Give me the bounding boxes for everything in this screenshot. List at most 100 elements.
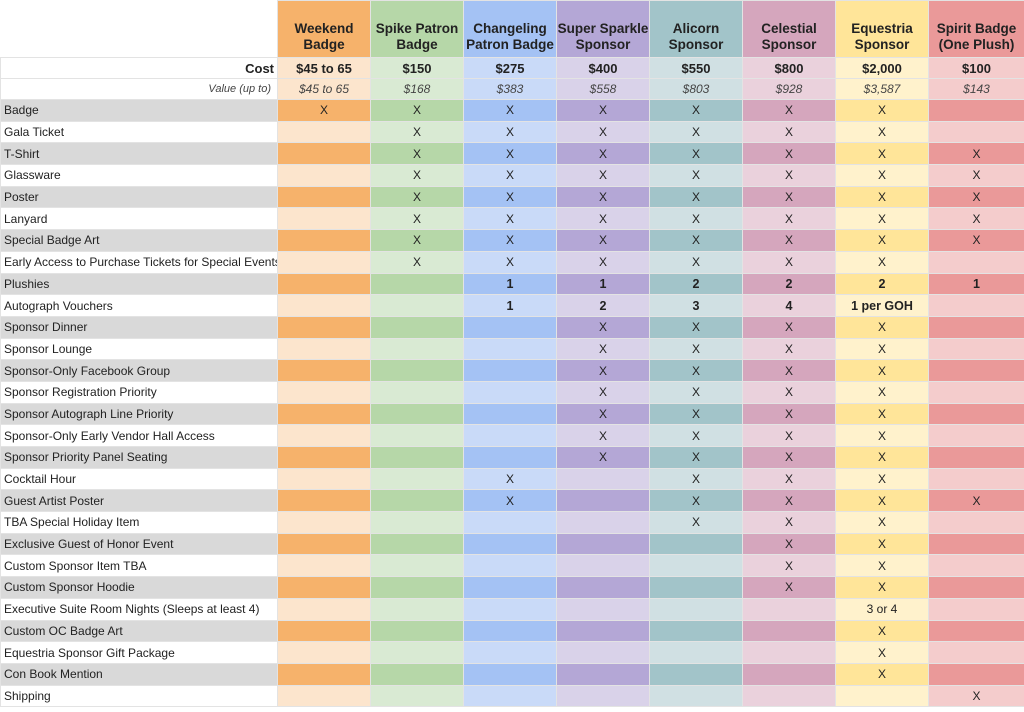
cell-super-sparkle-sponsor (556, 576, 650, 599)
cell-celestial-sponsor: X (742, 446, 836, 469)
feature-row-sponsor-registration-priority: Sponsor Registration Priority X X X X (0, 380, 1024, 404)
feature-label: Con Book Mention (0, 662, 278, 686)
cell-weekend-badge (277, 294, 371, 317)
cell-spike-patron-badge: X (370, 120, 464, 144)
feature-row-cocktail-hour: Cocktail Hour X X X X (0, 467, 1024, 491)
cell-spike-patron-badge (370, 380, 464, 404)
cell-changeling-patron-badge: X (463, 489, 557, 513)
feature-row-early-access-to-purchase-tickets-for-special-events: Early Access to Purchase Tickets for Spe… (0, 250, 1024, 274)
cell-weekend-badge (277, 207, 371, 231)
value-weekend-badge: $45 to 65 (277, 78, 371, 100)
cell-celestial-sponsor: 4 (742, 294, 836, 317)
cell-alicorn-sponsor: X (649, 250, 743, 274)
tier-header-spirit-badge-one-plush: Spirit Badge (One Plush) (928, 0, 1024, 58)
feature-row-glassware: Glassware X X X X X X X (0, 164, 1024, 187)
cell-spirit-badge-one-plush (928, 359, 1024, 382)
tier-header-spike-patron-badge: Spike Patron Badge (370, 0, 464, 58)
feature-row-tba-special-holiday-item: TBA Special Holiday Item X X X (0, 511, 1024, 534)
cell-changeling-patron-badge: X (463, 467, 557, 491)
cell-celestial-sponsor: X (742, 554, 836, 578)
cell-equestria-sponsor: X (835, 380, 929, 404)
cell-celestial-sponsor: X (742, 142, 836, 166)
value-equestria-sponsor: $3,587 (835, 78, 929, 100)
cell-super-sparkle-sponsor: X (556, 142, 650, 166)
cell-super-sparkle-sponsor: X (556, 185, 650, 209)
tier-header-alicorn-sponsor: Alicorn Sponsor (649, 0, 743, 58)
cell-alicorn-sponsor: 3 (649, 294, 743, 317)
cell-super-sparkle-sponsor (556, 532, 650, 556)
feature-row-custom-oc-badge-art: Custom OC Badge Art X (0, 619, 1024, 643)
cell-changeling-patron-badge: X (463, 99, 557, 122)
cell-spike-patron-badge: X (370, 164, 464, 187)
cell-celestial-sponsor (742, 597, 836, 621)
cell-equestria-sponsor: 2 (835, 272, 929, 296)
cell-spirit-badge-one-plush (928, 402, 1024, 426)
cell-spike-patron-badge (370, 597, 464, 621)
cell-celestial-sponsor: X (742, 467, 836, 491)
cell-super-sparkle-sponsor: X (556, 315, 650, 339)
cell-spirit-badge-one-plush (928, 337, 1024, 361)
cost-weekend-badge: $45 to 65 (277, 57, 371, 79)
feature-label: Poster (0, 185, 278, 209)
cell-celestial-sponsor: X (742, 185, 836, 209)
cell-celestial-sponsor: X (742, 402, 836, 426)
cell-celestial-sponsor: X (742, 207, 836, 231)
feature-row-equestria-sponsor-gift-package: Equestria Sponsor Gift Package X (0, 641, 1024, 664)
cell-changeling-patron-badge (463, 337, 557, 361)
cell-weekend-badge (277, 315, 371, 339)
cell-equestria-sponsor: X (835, 142, 929, 166)
cell-changeling-patron-badge: X (463, 142, 557, 166)
cost-equestria-sponsor: $2,000 (835, 57, 929, 79)
cell-changeling-patron-badge (463, 641, 557, 664)
cell-spirit-badge-one-plush: X (928, 207, 1024, 231)
cell-super-sparkle-sponsor (556, 554, 650, 578)
feature-label: Gala Ticket (0, 120, 278, 144)
cell-weekend-badge (277, 467, 371, 491)
cell-equestria-sponsor: X (835, 315, 929, 339)
cell-weekend-badge (277, 532, 371, 556)
cell-changeling-patron-badge (463, 662, 557, 686)
cost-spike-patron-badge: $150 (370, 57, 464, 79)
cell-equestria-sponsor: X (835, 489, 929, 513)
feature-row-exclusive-guest-of-honor-event: Exclusive Guest of Honor Event X X (0, 532, 1024, 556)
cell-weekend-badge (277, 142, 371, 166)
cell-changeling-patron-badge (463, 424, 557, 447)
cell-celestial-sponsor: X (742, 337, 836, 361)
cell-weekend-badge (277, 554, 371, 578)
tier-header-row: Weekend Badge Spike Patron Badge Changelin… (0, 0, 1024, 58)
cell-changeling-patron-badge (463, 597, 557, 621)
feature-row-plushies: Plushies 1 1 2 2 2 1 (0, 272, 1024, 296)
cell-super-sparkle-sponsor: X (556, 380, 650, 404)
feature-row-con-book-mention: Con Book Mention X (0, 662, 1024, 686)
cell-super-sparkle-sponsor (556, 684, 650, 708)
cell-equestria-sponsor: X (835, 532, 929, 556)
cell-alicorn-sponsor: X (649, 337, 743, 361)
cell-spirit-badge-one-plush: X (928, 164, 1024, 187)
feature-label: Equestria Sponsor Gift Package (0, 641, 278, 664)
value-celestial-sponsor: $928 (742, 78, 836, 100)
cell-spirit-badge-one-plush (928, 467, 1024, 491)
feature-label: Custom Sponsor Item TBA (0, 554, 278, 578)
feature-label: TBA Special Holiday Item (0, 511, 278, 534)
cell-changeling-patron-badge: X (463, 164, 557, 187)
cell-changeling-patron-badge (463, 619, 557, 643)
cell-weekend-badge (277, 641, 371, 664)
cell-spike-patron-badge (370, 641, 464, 664)
feature-label: Autograph Vouchers (0, 294, 278, 317)
feature-row-guest-artist-poster: Guest Artist Poster X X X X X (0, 489, 1024, 513)
cell-celestial-sponsor (742, 662, 836, 686)
cell-equestria-sponsor: X (835, 250, 929, 274)
cell-equestria-sponsor: X (835, 619, 929, 643)
cell-alicorn-sponsor: X (649, 380, 743, 404)
cell-weekend-badge (277, 229, 371, 252)
cell-equestria-sponsor: X (835, 99, 929, 122)
value-super-sparkle-sponsor: $558 (556, 78, 650, 100)
tier-header-equestria-sponsor: Equestria Sponsor (835, 0, 929, 58)
cell-weekend-badge (277, 597, 371, 621)
cell-celestial-sponsor: X (742, 120, 836, 144)
cell-weekend-badge (277, 619, 371, 643)
cell-alicorn-sponsor: X (649, 446, 743, 469)
cell-celestial-sponsor: X (742, 99, 836, 122)
cell-changeling-patron-badge (463, 446, 557, 469)
cell-celestial-sponsor (742, 619, 836, 643)
